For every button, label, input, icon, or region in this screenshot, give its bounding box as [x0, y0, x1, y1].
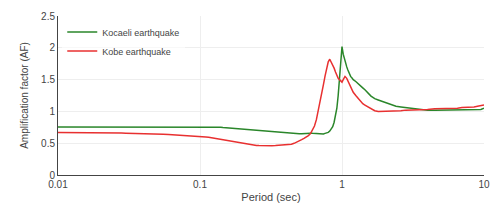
svg-text:Kobe earthquake: Kobe earthquake: [102, 47, 171, 57]
svg-text:1: 1: [339, 179, 345, 190]
svg-text:2: 2: [49, 42, 55, 53]
svg-text:Kocaeli earthquake: Kocaeli earthquake: [102, 28, 179, 38]
svg-text:0.01: 0.01: [48, 179, 68, 190]
svg-text:0.1: 0.1: [193, 179, 207, 190]
svg-text:10: 10: [478, 179, 490, 190]
svg-text:Period (sec): Period (sec): [241, 191, 300, 203]
svg-text:Amplification factor (AF): Amplification factor (AF): [19, 42, 30, 149]
svg-text:0: 0: [49, 170, 55, 181]
svg-text:1.5: 1.5: [41, 74, 55, 85]
svg-text:0.5: 0.5: [41, 138, 55, 149]
svg-text:1: 1: [49, 106, 55, 117]
svg-text:2.5: 2.5: [41, 11, 55, 22]
